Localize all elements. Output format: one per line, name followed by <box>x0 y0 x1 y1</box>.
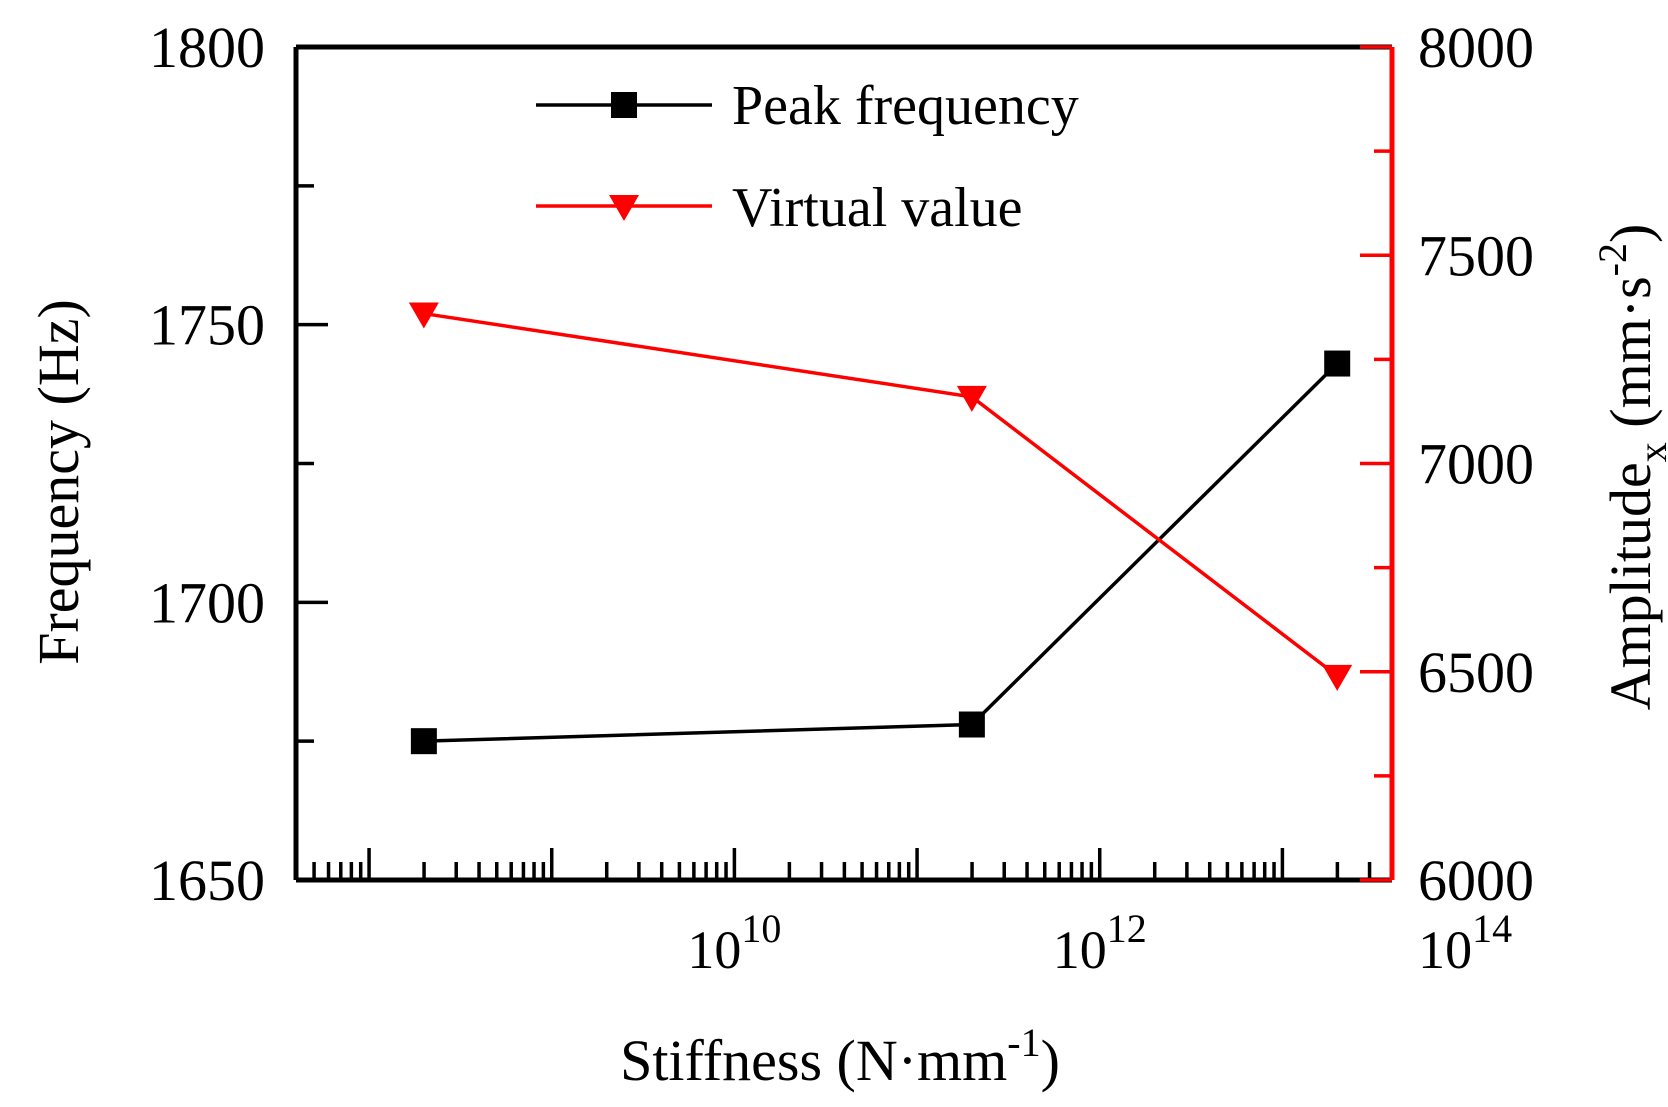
series-line-peak-frequency <box>423 362 1339 743</box>
y-left-axis-label: Frequency (Hz) <box>26 299 91 665</box>
y-right-tick-label: 6500 <box>1418 640 1534 705</box>
y-right-axis-label: Amplitudex (mm·s-2) <box>1590 224 1668 711</box>
data-point-peak-frequency <box>410 728 437 755</box>
y-right-axis-label-main: Amplitude <box>1598 462 1663 710</box>
legend-marker-peak-frequency <box>611 92 637 118</box>
x-tick-label: 1014 <box>1418 906 1512 980</box>
y-right-tick-label: 7000 <box>1418 432 1534 497</box>
x-tick-label-base: 10 <box>1418 920 1472 980</box>
y-right-axis-label-units: (mm·s <box>1598 276 1663 442</box>
data-point-virtual-value <box>956 385 987 412</box>
x-tick-label: 1012 <box>1053 906 1147 980</box>
x-tick-label: 1010 <box>687 906 781 980</box>
x-axis-label-sup: -1 <box>1007 1020 1040 1065</box>
y-right-tick-label: 8000 <box>1418 15 1534 80</box>
series-line-virtual-value <box>423 311 1339 678</box>
y-right-tick-label: 7500 <box>1418 223 1534 288</box>
series-layer <box>408 302 1353 755</box>
data-point-virtual-value <box>408 302 439 329</box>
y-left-tick-label: 1650 <box>149 848 265 913</box>
y-right-axis-label-sup: -2 <box>1590 243 1635 276</box>
y-right-axis-label-sub: x <box>1630 442 1668 462</box>
legend: Peak frequency Virtual value <box>536 75 1079 239</box>
y-left-tick-label: 1800 <box>149 15 265 80</box>
y-right-tick-label: 6000 <box>1418 848 1534 913</box>
labels-layer: Frequency (Hz) Stiffness (N·mm-1) Amplit… <box>26 224 1668 1093</box>
y-right-axis-label-close: ) <box>1598 224 1663 243</box>
x-axis-label-close: ) <box>1041 1028 1060 1093</box>
x-tick-label-base: 10 <box>1053 920 1107 980</box>
x-tick-label-exp: 14 <box>1472 906 1512 951</box>
y-left-tick-label: 1750 <box>149 293 265 358</box>
data-point-peak-frequency <box>958 711 985 738</box>
x-tick-label-exp: 12 <box>1107 906 1147 951</box>
x-axis-label: Stiffness (N·mm-1) <box>620 1020 1060 1093</box>
axes-layer: 1010 1012 10141650170017501800600065007000… <box>149 15 1534 980</box>
legend-label-peak-frequency: Peak frequency <box>732 75 1079 137</box>
legend-label-virtual-value: Virtual value <box>732 177 1023 239</box>
legend-marker-virtual-value <box>609 195 639 221</box>
x-tick-label-base: 10 <box>687 920 741 980</box>
x-axis-label-main: Stiffness (N·mm <box>620 1028 1007 1093</box>
y-left-tick-label: 1700 <box>149 570 265 635</box>
data-point-virtual-value <box>1322 664 1353 691</box>
x-tick-label-exp: 10 <box>741 906 781 951</box>
data-point-peak-frequency <box>1324 350 1351 377</box>
